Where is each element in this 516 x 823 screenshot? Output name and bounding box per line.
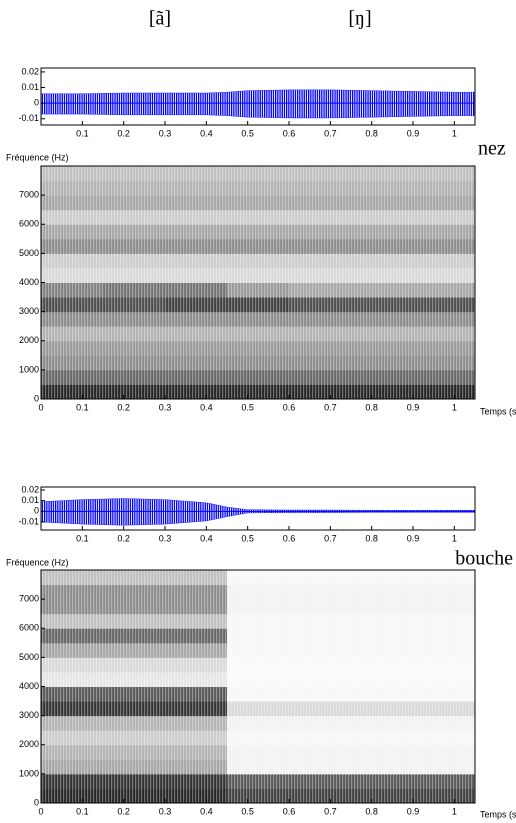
- x-tick-label: 1: [452, 402, 457, 412]
- x-tick-label: 0.5: [241, 533, 254, 543]
- x-tick-label: 0.6: [283, 402, 296, 412]
- x-tick-label: 0.3: [159, 128, 172, 138]
- x-tick-label: 0.2: [117, 128, 130, 138]
- x-tick-label: 0.8: [365, 128, 378, 138]
- x-tick-label: 0.9: [407, 533, 420, 543]
- x-tick-label: 0.8: [365, 533, 378, 543]
- x-tick-label: 0.8: [365, 806, 378, 816]
- x-tick-label: 0.9: [407, 806, 420, 816]
- x-tick-label: 0.4: [200, 806, 213, 816]
- texture: [41, 570, 475, 803]
- x-tick-label: 0.5: [241, 402, 254, 412]
- x-tick-label: 0: [38, 806, 43, 816]
- y-tick-label: 0.01: [21, 495, 39, 505]
- x-tick-label: 0.3: [159, 402, 172, 412]
- x-tick-label: 0.7: [324, 806, 337, 816]
- texture: [41, 166, 475, 399]
- y-tick-label: 6000: [19, 623, 39, 633]
- y-tick-label: 7000: [19, 190, 39, 200]
- waveform: [40, 511, 476, 526]
- y-tick-label: 0: [34, 506, 39, 516]
- x-tick-label: 0.2: [117, 402, 130, 412]
- x-tick-label: 0: [38, 402, 43, 412]
- plot-frame: [40, 486, 476, 531]
- y-tick-label: 3000: [19, 306, 39, 316]
- x-tick-label: 0.9: [407, 402, 420, 412]
- x-tick-label: 0.6: [283, 533, 296, 543]
- y-tick-label: 5000: [19, 248, 39, 258]
- x-tick-label: 0.6: [283, 806, 296, 816]
- phoneme-label: [ã]: [149, 8, 171, 30]
- x-tick-label: 0.4: [200, 128, 213, 138]
- x-tick-label: 0.8: [365, 402, 378, 412]
- x-tick-label: 0.6: [283, 128, 296, 138]
- x-tick-label: 0.2: [117, 806, 130, 816]
- y-tick-label: 1000: [19, 768, 39, 778]
- x-tick-label: 1: [452, 806, 457, 816]
- x-tick-label: 0.2: [117, 533, 130, 543]
- y-tick-label: 6000: [19, 219, 39, 229]
- x-tick-label: 0.5: [241, 128, 254, 138]
- y-tick-label: -0.01: [18, 113, 39, 123]
- x-tick-label: 0.1: [76, 128, 89, 138]
- y-tick-label: 5000: [19, 652, 39, 662]
- y-tick-label: 0.01: [21, 82, 39, 92]
- y-tick-label: 2000: [19, 739, 39, 749]
- y-tick-label: 4000: [19, 681, 39, 691]
- y-axis-label: Fréquence (Hz): [6, 152, 69, 162]
- x-tick-label: 0.7: [324, 402, 337, 412]
- y-tick-label: 4000: [19, 277, 39, 287]
- x-tick-label: 0.7: [324, 128, 337, 138]
- phoneme-label: [ŋ]: [348, 8, 371, 30]
- x-tick-label: 0.9: [407, 128, 420, 138]
- x-tick-label: 0.3: [159, 806, 172, 816]
- y-tick-label: 0.02: [21, 66, 39, 76]
- x-tick-label: 0.1: [76, 402, 89, 412]
- x-tick-label: 0.7: [324, 533, 337, 543]
- waveform: [40, 102, 476, 119]
- plot-frame: [40, 67, 476, 126]
- x-tick-label: 0.3: [159, 533, 172, 543]
- x-axis-label: Temps (s): [480, 809, 516, 819]
- y-tick-label: 7000: [19, 594, 39, 604]
- x-tick-label: 0.5: [241, 806, 254, 816]
- x-tick-label: 0.4: [200, 402, 213, 412]
- y-tick-label: 0: [34, 797, 39, 807]
- x-tick-label: 1: [452, 128, 457, 138]
- panel-label: nez: [478, 138, 506, 160]
- y-tick-label: 0: [34, 98, 39, 108]
- y-tick-label: 0.02: [21, 484, 39, 494]
- y-tick-label: 3000: [19, 710, 39, 720]
- x-tick-label: 0.1: [76, 533, 89, 543]
- y-axis-label: Fréquence (Hz): [6, 557, 69, 567]
- waveform: [40, 498, 476, 512]
- y-tick-label: 2000: [19, 335, 39, 345]
- x-tick-label: 1: [452, 533, 457, 543]
- y-tick-label: 1000: [19, 364, 39, 374]
- waveform: [40, 89, 476, 104]
- y-tick-label: -0.01: [18, 516, 39, 526]
- x-tick-label: 0.1: [76, 806, 89, 816]
- x-axis-label: Temps (s): [480, 406, 516, 416]
- y-tick-label: 0: [34, 393, 39, 403]
- x-tick-label: 0.4: [200, 533, 213, 543]
- panel-label: bouche: [455, 548, 513, 570]
